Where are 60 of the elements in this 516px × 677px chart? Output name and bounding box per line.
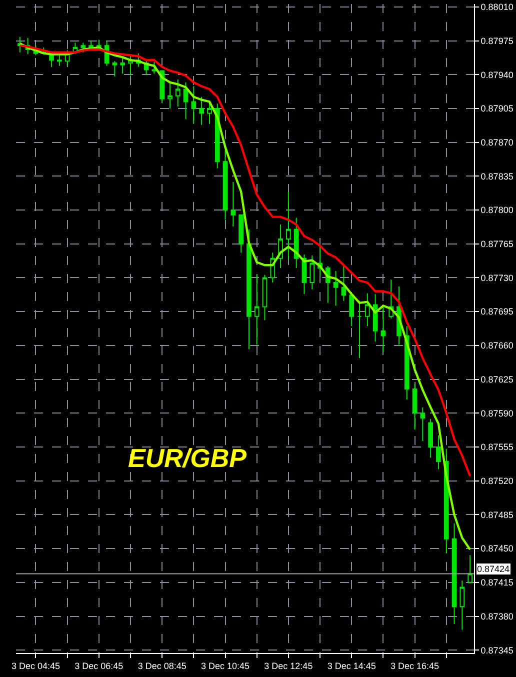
- annotation: EUR/GBP: [128, 443, 248, 473]
- candlestick: [199, 96, 204, 126]
- candlestick: [380, 304, 386, 353]
- candlestick: [286, 191, 291, 260]
- candlestick: [238, 214, 244, 254]
- candlestick: [168, 82, 172, 109]
- y-tick-label: 0.87835: [480, 171, 514, 182]
- candlestick: [191, 86, 196, 124]
- y-tick-label: 0.87345: [480, 645, 514, 656]
- candlestick: [428, 418, 433, 458]
- candlestick: [120, 56, 126, 74]
- candlestick: [468, 554, 472, 584]
- y-tick-label: 0.87520: [480, 476, 514, 486]
- y-tick-label: 0.87905: [480, 104, 514, 114]
- y-tick-label: 0.87660: [480, 340, 514, 351]
- candlestick: [254, 274, 260, 345]
- candlestick: [364, 292, 370, 327]
- x-tick-label: 3 Dec 06:45: [74, 660, 124, 671]
- y-tick-label: 0.87695: [480, 306, 514, 317]
- y-tick-label: 0.87765: [480, 239, 514, 250]
- x-tick-label: 3 Dec 16:45: [390, 660, 440, 671]
- y-tick-label: 0.87940: [480, 70, 514, 80]
- candlestick: [183, 82, 188, 120]
- candlestick: [294, 217, 299, 269]
- y-tick-label: 0.87485: [480, 510, 514, 520]
- y-tick-label: 0.87870: [480, 137, 514, 148]
- candlestick: [246, 228, 252, 350]
- candlestick: [349, 292, 354, 327]
- candlestick: [357, 300, 362, 358]
- candlestick: [310, 254, 315, 290]
- candlestick: [452, 522, 457, 624]
- candlestick: [262, 274, 268, 321]
- x-tick-label: 3 Dec 04:45: [11, 660, 60, 671]
- candlestick: [333, 270, 338, 306]
- candlestick: [420, 406, 426, 442]
- candlestick: [57, 54, 62, 66]
- candlestick: [112, 60, 118, 78]
- candlestick: [80, 42, 86, 53]
- candlestick: [222, 150, 228, 220]
- ref-line-label: 0.87424: [477, 564, 510, 574]
- y-tick-label: 0.87415: [480, 578, 514, 588]
- candlestick: [341, 264, 346, 302]
- y-tick-label: 0.87590: [480, 408, 514, 418]
- x-tick-label: 3 Dec 12:45: [264, 660, 313, 671]
- x-tick-label: 3 Dec 08:45: [138, 660, 186, 671]
- y-tick-label: 0.87975: [480, 36, 514, 46]
- candlestick: [175, 78, 180, 108]
- candlestick: [460, 580, 465, 630]
- candlestick: [230, 181, 236, 227]
- candlestick: [436, 434, 441, 470]
- y-tick-label: 0.87450: [480, 544, 514, 554]
- y-tick-label: 0.87555: [480, 442, 514, 452]
- y-tick-label: 0.87800: [480, 205, 514, 216]
- x-tick-label: 3 Dec 14:45: [327, 660, 376, 671]
- y-tick-label: 0.87625: [480, 374, 514, 384]
- y-tick-label: 0.88010: [480, 2, 514, 12]
- x-tick-label: 3 Dec 10:45: [200, 660, 250, 671]
- candlestick: [412, 384, 418, 430]
- y-tick-label: 0.87730: [480, 272, 514, 283]
- y-tick-label: 0.87380: [480, 611, 514, 622]
